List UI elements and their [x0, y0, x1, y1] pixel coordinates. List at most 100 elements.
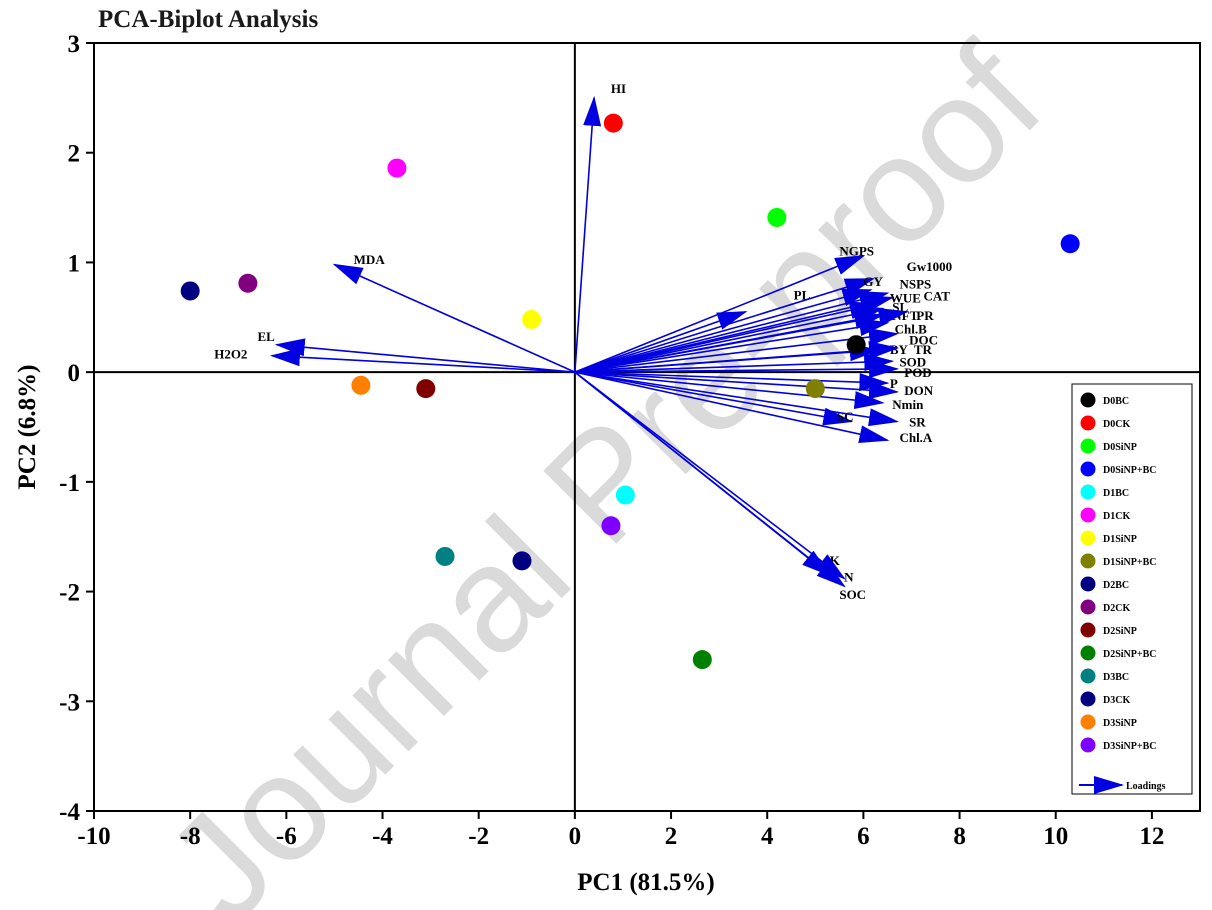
loading-label: P — [890, 376, 898, 391]
legend-label: D1CK — [1103, 511, 1130, 522]
loading-arrow — [574, 371, 900, 427]
x-tick-label: 2 — [665, 823, 678, 850]
legend-loading-label: Loadings — [1126, 781, 1166, 792]
loading-label: CAT — [924, 288, 951, 303]
legend-label: D1SiNP+BC — [1103, 557, 1156, 568]
loading-label: SOC — [839, 587, 866, 602]
watermark-text: Journal Pre-proof — [134, 14, 1072, 910]
legend-label: D3CK — [1103, 695, 1130, 706]
score-point — [351, 375, 371, 395]
y-tick-label: -2 — [59, 580, 80, 607]
score-point — [522, 309, 542, 329]
score-point — [692, 650, 712, 670]
score-point — [1060, 234, 1080, 254]
loading-arrow — [574, 371, 885, 410]
score-point — [601, 516, 621, 536]
legend: D0BC D0CK D0SiNP D0SiNP+BC D1BC D1CK D1SiNP D1S… — [1071, 383, 1193, 795]
loading-label: MDA — [354, 252, 386, 267]
legend-label: D2BC — [1103, 580, 1129, 591]
loading-arrow — [574, 318, 890, 373]
loading-label: PL — [794, 287, 811, 302]
legend-label: D1SiNP — [1103, 534, 1137, 545]
loading-arrow — [574, 291, 890, 373]
loading-arrow — [574, 371, 854, 426]
legend-marker — [1080, 507, 1096, 523]
x-tick-label: 12 — [1139, 823, 1164, 850]
x-tick-label: -10 — [77, 823, 110, 850]
score-point — [180, 281, 200, 301]
legend-marker — [1080, 438, 1096, 454]
legend-marker — [1080, 645, 1096, 661]
loading-label: TR — [914, 342, 933, 357]
chart-title: PCA-Biplot Analysis — [98, 6, 318, 33]
legend-marker — [1080, 553, 1096, 569]
loading-arrow — [574, 371, 890, 444]
y-tick-label: -3 — [59, 689, 80, 716]
legend-marker — [1080, 530, 1096, 546]
loading-arrow — [574, 95, 602, 373]
loading-label: Chl.B — [895, 321, 927, 336]
x-tick-label: 4 — [761, 823, 774, 850]
loading-label: Chl.A — [899, 430, 932, 445]
loading-arrow — [574, 288, 873, 373]
x-tick-label: 0 — [569, 823, 582, 850]
loading-label: EL — [257, 329, 275, 344]
loading-arrow — [574, 341, 900, 373]
legend-label: D2SiNP — [1103, 626, 1137, 637]
score-point — [767, 207, 787, 227]
legend-marker — [1080, 668, 1096, 684]
legend-marker — [1080, 461, 1096, 477]
loading-label: DON — [904, 383, 934, 398]
legend-marker — [1080, 599, 1096, 615]
score-point — [387, 158, 407, 178]
legend-marker — [1080, 622, 1096, 638]
legend-marker — [1080, 714, 1096, 730]
score-point — [416, 379, 436, 399]
legend-marker — [1080, 484, 1096, 500]
legend-marker — [1080, 691, 1096, 707]
loading-label: POD — [904, 365, 931, 380]
legend-label: D3BC — [1103, 672, 1129, 683]
legend-label: D3SiNP — [1103, 718, 1137, 729]
loading-arrow — [332, 263, 576, 373]
score-point — [238, 273, 258, 293]
loading-arrow — [574, 255, 866, 373]
loading-label: NGPS — [839, 243, 874, 258]
x-tick-label: 10 — [1043, 823, 1068, 850]
loading-arrow — [574, 305, 885, 373]
legend-marker — [1080, 415, 1096, 431]
x-tick-label: 6 — [857, 823, 870, 850]
x-tick-label: -4 — [372, 823, 393, 850]
loading-arrow — [574, 371, 846, 588]
x-tick-label: -8 — [180, 823, 201, 850]
loading-label: PR — [916, 308, 934, 323]
score-point — [805, 379, 825, 399]
loading-label: SOD — [899, 354, 926, 369]
watermark: Journal Pre-proof — [134, 14, 1072, 910]
loading-arrow — [574, 295, 895, 373]
loading-arrow — [574, 360, 900, 379]
y-tick-label: -1 — [59, 470, 80, 497]
y-axis-label: PC2 (6.8%) — [14, 365, 41, 490]
legend-label: D2CK — [1103, 603, 1130, 614]
loading-arrow — [574, 353, 895, 373]
legend-label: D0BC — [1103, 396, 1129, 407]
loading-label: H2O2 — [214, 347, 247, 362]
loading-label: WUE — [890, 291, 921, 306]
loading-arrow — [574, 311, 748, 373]
legend-marker — [1080, 737, 1096, 753]
legend-marker — [1080, 576, 1096, 592]
legend-marker — [1080, 392, 1096, 408]
score-point — [512, 551, 532, 571]
loading-label: Gw1000 — [907, 259, 953, 274]
loading-label: GY — [863, 274, 883, 289]
score-point — [435, 546, 455, 566]
y-tick-label: 1 — [68, 250, 81, 277]
x-tick-label: 8 — [953, 823, 966, 850]
loading-arrow — [574, 371, 846, 580]
score-point — [615, 485, 635, 505]
loading-label: DOC — [909, 332, 938, 347]
loading-label: N — [844, 569, 854, 584]
